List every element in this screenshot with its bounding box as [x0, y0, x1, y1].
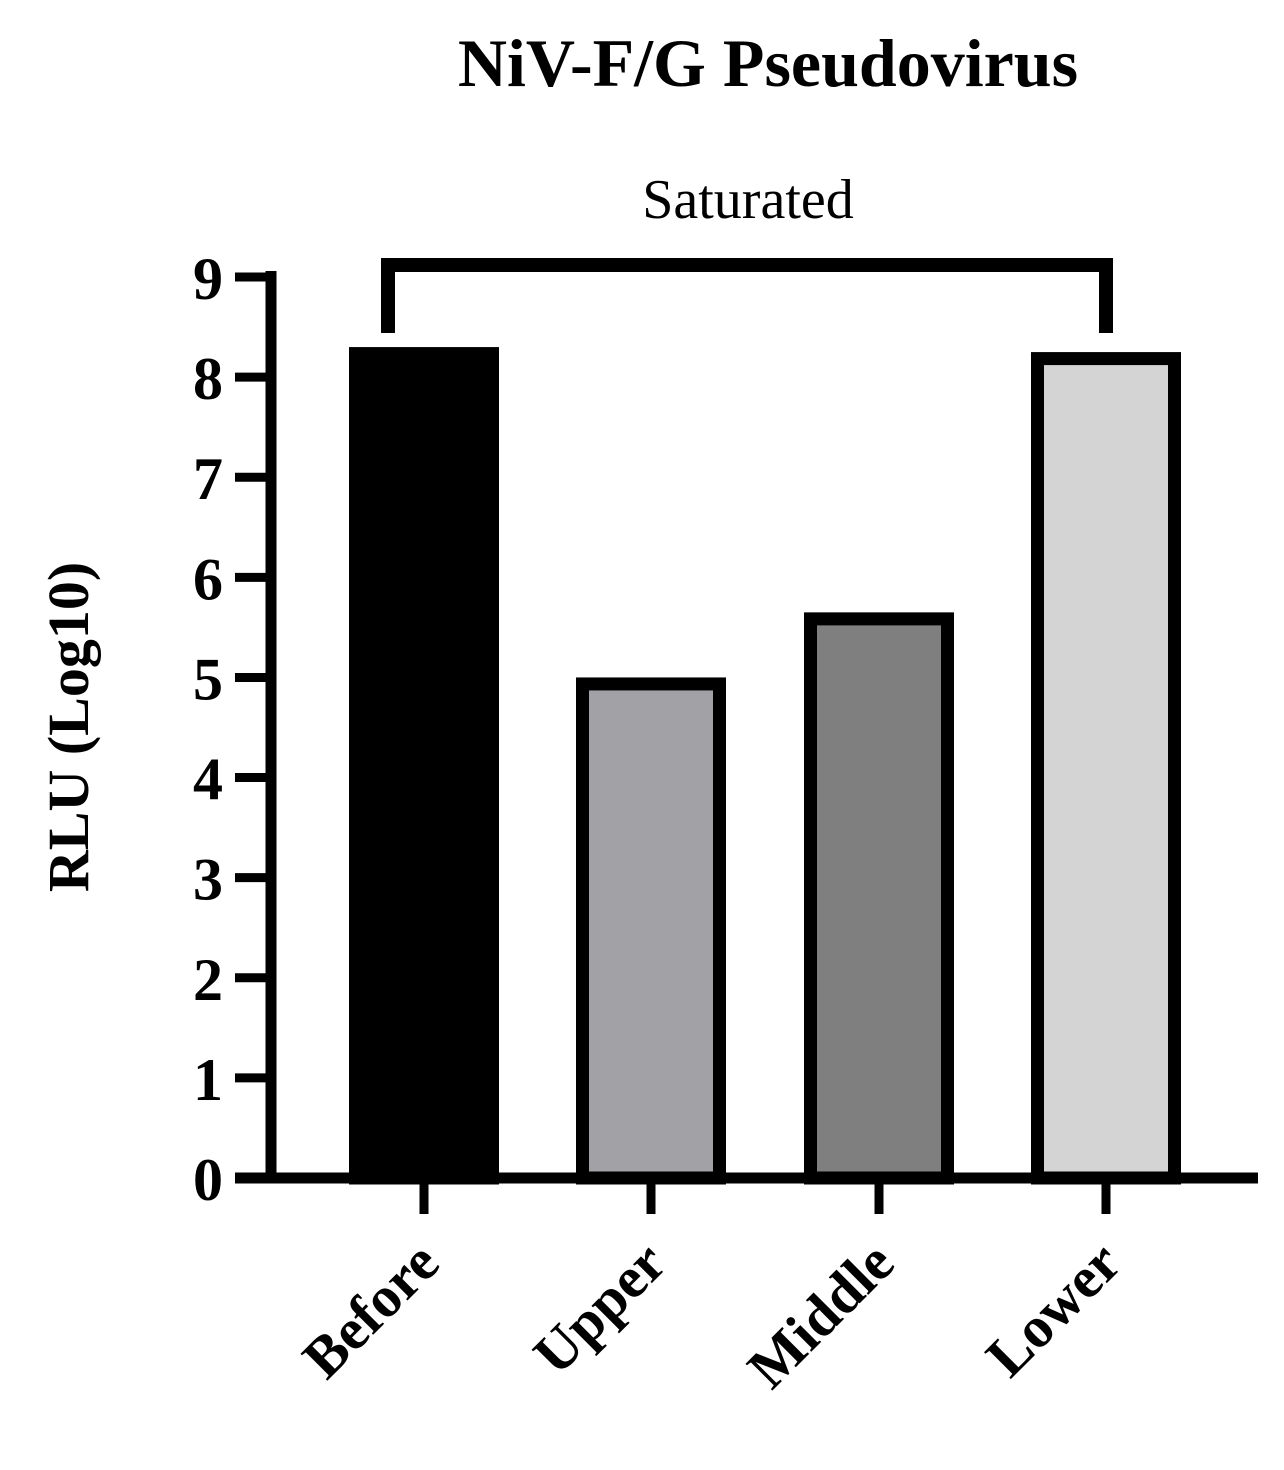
- y-tick-label-6: 6: [193, 546, 223, 612]
- y-tick-label-9: 9: [193, 246, 223, 312]
- y-tick-label-4: 4: [193, 747, 223, 813]
- x-tick-label-before: Before: [290, 1229, 451, 1390]
- y-tick-label-2: 2: [193, 947, 223, 1013]
- y-tick-labels: 0 1 2 3 4 5 6 7 8 9: [193, 246, 223, 1213]
- y-tick-label-8: 8: [193, 346, 223, 412]
- x-tick-labels: Before Upper Middle Lower: [290, 1229, 1133, 1400]
- y-tick-label-1: 1: [193, 1047, 223, 1113]
- bar-upper: [576, 677, 726, 1185]
- bars-group: [349, 347, 1181, 1185]
- y-tick-label-7: 7: [193, 446, 223, 512]
- chart-title: NiV-F/G Pseudovirus: [458, 25, 1078, 101]
- y-tick-label-3: 3: [193, 847, 223, 913]
- bar-lower: [1031, 352, 1181, 1185]
- x-tick-label-lower: Lower: [973, 1229, 1133, 1389]
- x-tick-label-upper: Upper: [521, 1229, 679, 1387]
- axes-group: [235, 271, 1258, 1214]
- y-tick-label-0: 0: [193, 1147, 223, 1213]
- saturated-bracket: [381, 258, 1113, 333]
- saturated-annotation-label: Saturated: [642, 169, 853, 231]
- x-tick-label-middle: Middle: [735, 1229, 906, 1400]
- y-tick-label-5: 5: [193, 646, 223, 712]
- annotation-bracket-group: [381, 258, 1113, 333]
- bar-before: [349, 347, 499, 1185]
- y-axis-title: RLU (Log10): [36, 562, 101, 892]
- bar-middle: [804, 612, 954, 1185]
